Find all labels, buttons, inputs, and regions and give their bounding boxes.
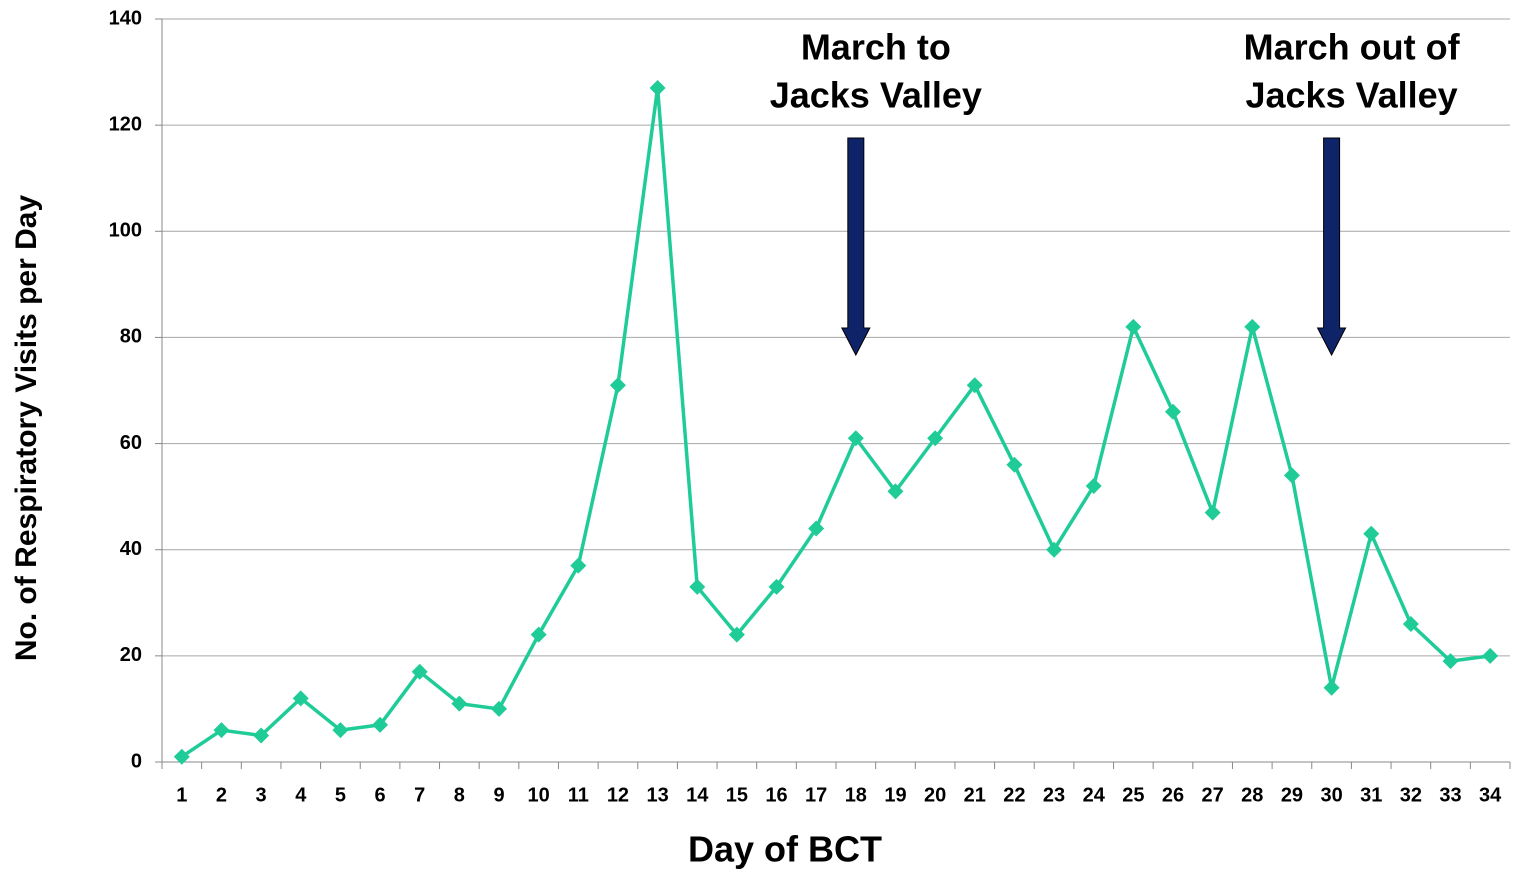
data-point xyxy=(609,377,626,394)
x-tick-label: 1 xyxy=(176,784,187,806)
data-point xyxy=(768,578,785,595)
data-point xyxy=(1046,541,1063,558)
x-tick-label: 6 xyxy=(374,784,385,806)
data-point xyxy=(213,722,230,739)
x-tick-label: 8 xyxy=(454,784,465,806)
data-point xyxy=(887,483,904,500)
x-tick-label: 22 xyxy=(1003,784,1025,806)
x-tick-label: 30 xyxy=(1320,784,1342,806)
data-point xyxy=(1006,456,1023,473)
x-tick-label: 20 xyxy=(924,784,946,806)
data-point xyxy=(927,430,944,447)
data-point xyxy=(1323,679,1340,696)
x-tick-label: 34 xyxy=(1479,784,1502,806)
data-point xyxy=(1165,403,1181,420)
x-tick-label: 4 xyxy=(295,784,307,806)
x-tick-label: 23 xyxy=(1043,784,1065,806)
data-point xyxy=(728,626,745,643)
y-tick-label: 20 xyxy=(120,644,142,666)
y-tick-label: 0 xyxy=(131,750,142,772)
y-tick-label: 100 xyxy=(109,220,142,242)
x-tick-label: 14 xyxy=(686,784,709,806)
series-line xyxy=(180,87,1491,759)
data-point xyxy=(649,79,666,96)
x-axis-title: Day of BCT xyxy=(688,829,882,870)
x-tick-label: 5 xyxy=(335,784,346,806)
x-tick-label: 26 xyxy=(1162,784,1184,806)
x-tick-label: 31 xyxy=(1360,784,1382,806)
data-point xyxy=(372,716,389,733)
x-tick-label: 12 xyxy=(607,784,629,806)
data-point xyxy=(1283,467,1300,484)
data-point xyxy=(1244,318,1261,335)
x-tick-label: 17 xyxy=(805,784,827,806)
data-point xyxy=(689,578,706,595)
annotation-arrow xyxy=(1316,137,1347,357)
data-point xyxy=(1085,478,1102,495)
annotation-text: March out of xyxy=(1244,27,1461,68)
y-tick-label: 80 xyxy=(120,326,142,348)
x-tick-label: 16 xyxy=(765,784,787,806)
annotation-text: Jacks Valley xyxy=(1245,75,1457,116)
data-point xyxy=(173,748,190,765)
x-tick-label: 32 xyxy=(1400,784,1422,806)
x-tick-label: 7 xyxy=(414,784,425,806)
y-tick-label: 140 xyxy=(109,7,142,29)
data-point xyxy=(1482,647,1499,664)
x-tick-label: 33 xyxy=(1439,784,1461,806)
annotation: March to Jacks Valley xyxy=(770,27,982,357)
data-point xyxy=(491,700,507,717)
data-point xyxy=(292,690,309,707)
data-point xyxy=(451,695,468,712)
data-point xyxy=(332,722,349,739)
x-tick-label: 24 xyxy=(1083,784,1106,806)
data-point xyxy=(530,626,547,643)
x-tick-label: 3 xyxy=(256,784,267,806)
annotation-arrow xyxy=(841,137,871,357)
y-tick-label: 40 xyxy=(120,538,142,560)
x-tick-label: 28 xyxy=(1241,784,1263,806)
x-tick-label: 19 xyxy=(884,784,906,806)
x-tick-label: 10 xyxy=(528,784,550,806)
data-point xyxy=(808,520,825,537)
data-point xyxy=(966,377,983,394)
x-tick-label: 25 xyxy=(1122,784,1144,806)
data-point xyxy=(1125,318,1142,335)
x-tick-label: 9 xyxy=(493,784,504,806)
y-tick-label: 60 xyxy=(120,432,142,454)
data-point xyxy=(1402,616,1419,633)
x-tick-label: 13 xyxy=(646,784,668,806)
x-tick-label: 18 xyxy=(845,784,867,806)
x-tick-label: 15 xyxy=(726,784,748,806)
data-point xyxy=(1442,653,1459,670)
annotation-text: Jacks Valley xyxy=(770,75,982,116)
x-tick-label: 27 xyxy=(1202,784,1224,806)
y-tick-label: 120 xyxy=(109,113,142,135)
data-point xyxy=(411,663,428,680)
data-point xyxy=(847,430,864,447)
annotation: March out of Jacks Valley xyxy=(1244,27,1461,357)
data-point xyxy=(1363,525,1380,542)
data-point xyxy=(1204,504,1221,521)
data-point xyxy=(253,727,270,744)
data-point xyxy=(570,557,587,574)
x-tick-label: 2 xyxy=(216,784,227,806)
x-tick-label: 21 xyxy=(964,784,986,806)
annotation-text: March to xyxy=(801,27,951,68)
y-axis-title: No. of Respiratory Visits per Day xyxy=(10,195,43,662)
x-tick-label: 11 xyxy=(568,784,589,806)
x-tick-label: 29 xyxy=(1281,784,1303,806)
